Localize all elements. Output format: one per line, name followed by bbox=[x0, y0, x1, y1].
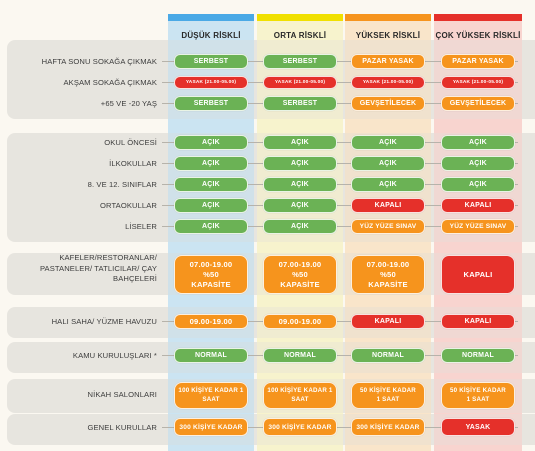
cell-grades-high: AÇIK bbox=[351, 177, 425, 192]
cell-cafes-low: 07.00-19.00 %50 KAPASİTE bbox=[174, 255, 248, 294]
cell-pitch-very-high: KAPALI bbox=[441, 314, 515, 329]
cell-age-low: SERBEST bbox=[174, 96, 248, 111]
cell-wedding-low: 100 KİŞİYE KADAR 1 SAAT bbox=[174, 382, 248, 409]
row-label-high: LİSELER bbox=[125, 222, 157, 231]
row-label-primary: İLKOKULLAR bbox=[109, 159, 157, 168]
row-line bbox=[162, 427, 518, 428]
cell-public-medium: NORMAL bbox=[263, 348, 337, 363]
cell-wedding-very-high: 50 KİŞİYE KADAR 1 SAAT bbox=[441, 382, 515, 409]
row-label-cafes: KAFELER/RESTORANLAR/ PASTANELER/ TATLICI… bbox=[39, 253, 157, 284]
cell-preschool-high: AÇIK bbox=[351, 135, 425, 150]
cell-weekend-high: PAZAR YASAK bbox=[351, 54, 425, 69]
cell-weekend-medium: SERBEST bbox=[263, 54, 337, 69]
row-label-middle: ORTAOKULLAR bbox=[100, 201, 157, 210]
row-line bbox=[162, 205, 518, 206]
cell-middle-very-high: KAPALI bbox=[441, 198, 515, 213]
cell-high-very-high: YÜZ YÜZE SINAV bbox=[441, 219, 515, 234]
cell-public-high: NORMAL bbox=[351, 348, 425, 363]
cell-evening-medium: YASAK (21.00-05.00) bbox=[263, 76, 337, 89]
cell-wedding-high: 50 KİŞİYE KADAR 1 SAAT bbox=[351, 382, 425, 409]
cell-primary-medium: AÇIK bbox=[263, 156, 337, 171]
cell-grades-low: AÇIK bbox=[174, 177, 248, 192]
row-label-grades: 8. VE 12. SINIFLAR bbox=[87, 180, 157, 189]
cell-evening-high: YASAK (21.00-05.00) bbox=[351, 76, 425, 89]
cell-middle-medium: AÇIK bbox=[263, 198, 337, 213]
row-line bbox=[162, 184, 518, 185]
row-line bbox=[162, 82, 518, 83]
cell-primary-low: AÇIK bbox=[174, 156, 248, 171]
cell-weekend-very-high: PAZAR YASAK bbox=[441, 54, 515, 69]
cell-primary-high: AÇIK bbox=[351, 156, 425, 171]
column-header-low: DÜŞÜK RİSKLİ bbox=[181, 31, 241, 40]
cell-middle-high: KAPALI bbox=[351, 198, 425, 213]
cell-cafes-high: 07.00-19.00 %50 KAPASİTE bbox=[351, 255, 425, 294]
cell-high-high: YÜZ YÜZE SINAV bbox=[351, 219, 425, 234]
cell-general-medium: 300 KİŞİYE KADAR bbox=[263, 418, 337, 436]
row-label-evening: AKŞAM SOKAĞA ÇIKMAK bbox=[63, 78, 157, 87]
cell-wedding-medium: 100 KİŞİYE KADAR 1 SAAT bbox=[263, 382, 337, 409]
row-line bbox=[162, 321, 518, 322]
cell-age-medium: SERBEST bbox=[263, 96, 337, 111]
row-line bbox=[162, 103, 518, 104]
cell-grades-medium: AÇIK bbox=[263, 177, 337, 192]
column-bar-low bbox=[168, 14, 254, 21]
row-line bbox=[162, 355, 518, 356]
cell-cafes-very-high: KAPALI bbox=[441, 255, 515, 294]
cell-cafes-medium: 07.00-19.00 %50 KAPASİTE bbox=[263, 255, 337, 294]
row-label-age: +65 VE -20 YAŞ bbox=[100, 99, 157, 108]
column-header-very-high: ÇOK YÜKSEK RİSKLİ bbox=[435, 31, 521, 40]
cell-pitch-high: KAPALI bbox=[351, 314, 425, 329]
cell-age-high: GEVŞETİLECEK bbox=[351, 96, 425, 111]
cell-preschool-low: AÇIK bbox=[174, 135, 248, 150]
column-bar-high bbox=[345, 14, 431, 21]
cell-age-very-high: GEVŞETİLECEK bbox=[441, 96, 515, 111]
cell-general-high: 300 KİŞİYE KADAR bbox=[351, 418, 425, 436]
cell-middle-low: AÇIK bbox=[174, 198, 248, 213]
cell-public-low: NORMAL bbox=[174, 348, 248, 363]
column-header-high: YÜKSEK RİSKLİ bbox=[355, 31, 421, 40]
cell-preschool-medium: AÇIK bbox=[263, 135, 337, 150]
row-label-public: KAMU KURULUŞLARI * bbox=[72, 351, 157, 360]
cell-general-low: 300 KİŞİYE KADAR bbox=[174, 418, 248, 436]
row-label-wedding: NİKAH SALONLARI bbox=[87, 390, 157, 399]
cell-evening-low: YASAK (21.00-05.00) bbox=[174, 76, 248, 89]
cell-pitch-low: 09.00-19.00 bbox=[174, 314, 248, 329]
row-line bbox=[162, 142, 518, 143]
column-bar-medium bbox=[257, 14, 343, 21]
row-label-weekend: HAFTA SONU SOKAĞA ÇIKMAK bbox=[41, 57, 157, 66]
row-label-pitch: HALI SAHA/ YÜZME HAVUZU bbox=[51, 317, 157, 326]
row-line bbox=[162, 163, 518, 164]
cell-primary-very-high: AÇIK bbox=[441, 156, 515, 171]
row-line bbox=[162, 226, 518, 227]
cell-weekend-low: SERBEST bbox=[174, 54, 248, 69]
cell-public-very-high: NORMAL bbox=[441, 348, 515, 363]
column-header-medium: ORTA RİSKLİ bbox=[273, 31, 327, 40]
cell-preschool-very-high: AÇIK bbox=[441, 135, 515, 150]
cell-grades-very-high: AÇIK bbox=[441, 177, 515, 192]
column-bar-very-high bbox=[434, 14, 522, 21]
row-label-preschool: OKUL ÖNCESİ bbox=[104, 138, 157, 147]
row-line bbox=[162, 61, 518, 62]
cell-evening-very-high: YASAK (21.00-05.00) bbox=[441, 76, 515, 89]
cell-pitch-medium: 09.00-19.00 bbox=[263, 314, 337, 329]
row-label-general: GENEL KURULLAR bbox=[87, 423, 157, 432]
cell-high-medium: AÇIK bbox=[263, 219, 337, 234]
cell-high-low: AÇIK bbox=[174, 219, 248, 234]
cell-general-very-high: YASAK bbox=[441, 418, 515, 436]
